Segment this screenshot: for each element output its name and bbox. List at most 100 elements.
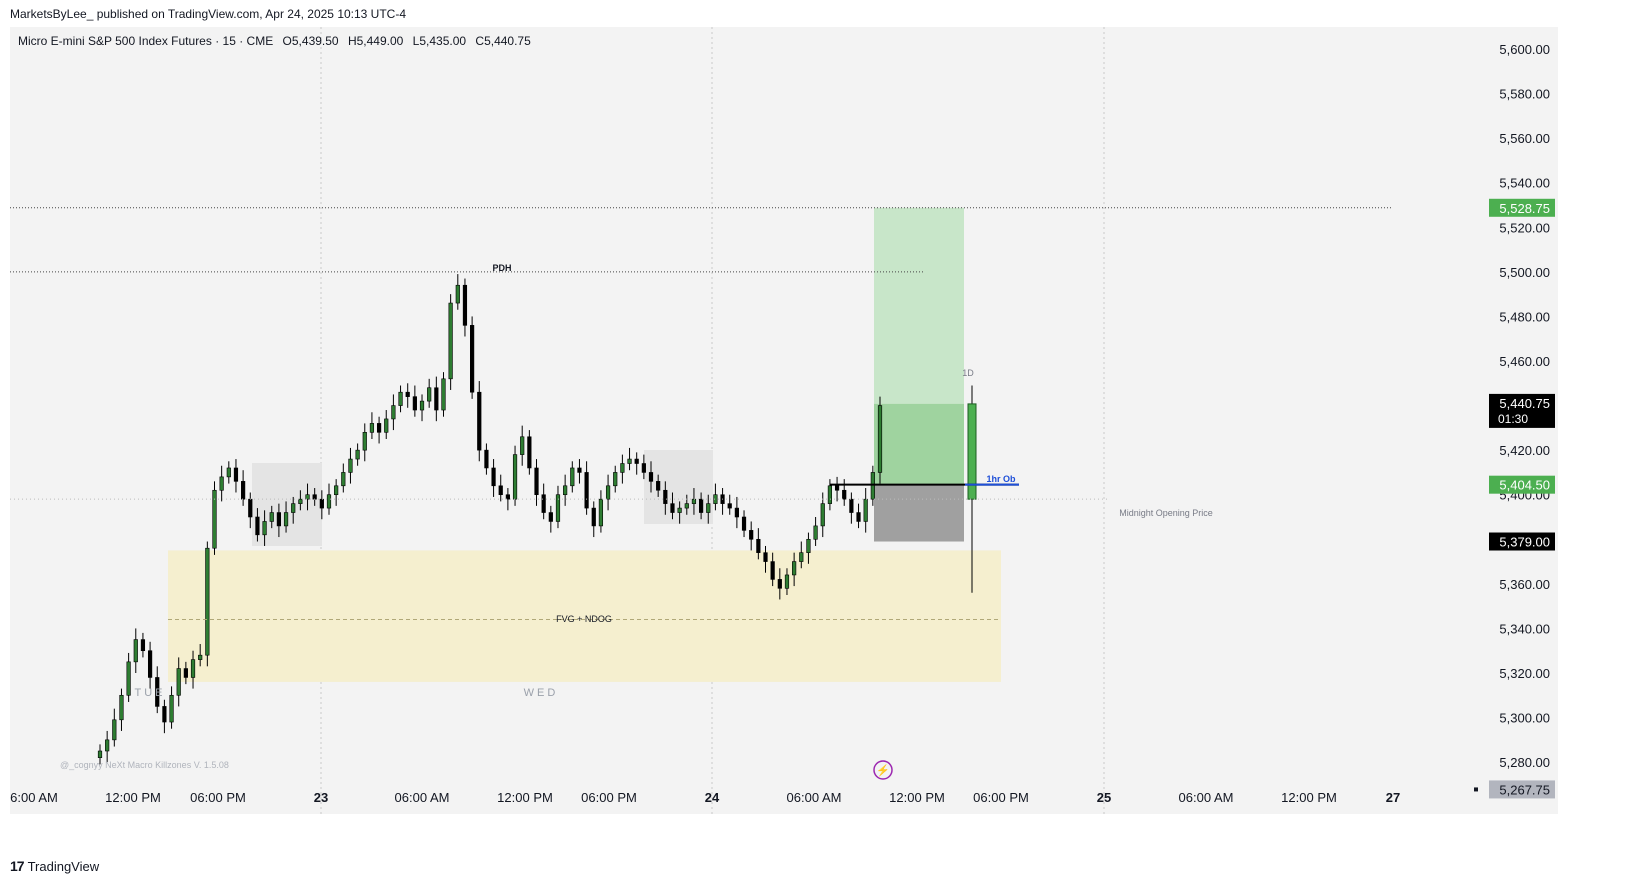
fvg-zone	[168, 550, 1001, 682]
candle-body	[563, 485, 568, 496]
candle-body	[405, 391, 410, 397]
candle-body	[477, 391, 482, 451]
x-tick-label: 24	[705, 790, 720, 805]
candle-body	[634, 458, 639, 464]
chart-plot-background	[10, 27, 1558, 814]
candle-body	[663, 489, 668, 504]
candle-body	[799, 552, 804, 562]
day-label-wed: WED	[524, 687, 559, 699]
candle-body	[670, 503, 675, 513]
stop-zone	[874, 484, 964, 542]
y-tick-label: 5,340.00	[1499, 621, 1550, 636]
live-candle-body	[967, 403, 977, 500]
footer-brand[interactable]: 17 TradingView	[10, 858, 99, 874]
candle-body	[834, 485, 840, 491]
candle-body	[241, 481, 246, 500]
publish-line: MarketsByLee_ published on TradingView.c…	[10, 7, 407, 21]
ohlc-low: L5,435.00	[412, 34, 467, 48]
tradingview-logo-icon: 17	[10, 858, 25, 874]
y-tick-label: 5,320.00	[1499, 666, 1550, 681]
candle-body	[534, 467, 539, 496]
candle-body	[706, 503, 711, 513]
price-chart[interactable]: PDH 1hr Ob Midnight Opening Price FVG + NDO…	[0, 0, 1634, 850]
candle-body	[555, 494, 561, 522]
candle-body	[355, 449, 360, 460]
candle-body	[348, 458, 353, 473]
candle-body	[126, 661, 131, 696]
candle-body	[226, 467, 231, 478]
candle-body	[648, 472, 654, 482]
candle-body	[369, 423, 375, 433]
candle-body	[205, 547, 210, 656]
candle-body	[233, 467, 239, 482]
candle-body	[827, 485, 833, 504]
day-label-tue: TUE	[135, 687, 166, 699]
candle-body	[527, 436, 532, 469]
candle-body	[305, 494, 310, 500]
y-tick-label: 5,420.00	[1499, 443, 1550, 458]
candle-body	[512, 454, 518, 500]
x-tick-label: 06:00 PM	[973, 790, 1029, 805]
x-tick-label: 06:00 PM	[581, 790, 637, 805]
candle-body	[620, 463, 625, 473]
candle-body	[849, 498, 854, 513]
candle-body	[419, 400, 425, 411]
lightning-glyph: ⚡	[876, 764, 890, 777]
x-tick-label: 12:00 PM	[1281, 790, 1337, 805]
candle-body	[870, 472, 875, 500]
candle-body	[97, 750, 103, 758]
candle-body	[176, 668, 181, 696]
candle-body	[784, 574, 790, 589]
candle-body	[441, 378, 446, 411]
candle-body	[763, 552, 768, 562]
candle-body	[613, 472, 618, 487]
y-tick-label: 5,480.00	[1499, 309, 1550, 324]
candle-body	[133, 639, 138, 663]
price-label-bg	[1489, 198, 1555, 217]
fvg-label: FVG + NDOG	[556, 614, 612, 624]
candle-body	[491, 467, 496, 487]
candle-body	[541, 494, 546, 513]
indicator-watermark: @_cognyy NeXt Macro Killzones V. 1.5.08	[60, 760, 229, 770]
candle-body	[756, 538, 761, 553]
x-tick-label: 12:00 PM	[889, 790, 945, 805]
candle-body	[677, 507, 682, 513]
y-tick-label: 5,580.00	[1499, 87, 1550, 102]
ohlc-open: O5,439.50	[282, 34, 339, 48]
y-tick-label: 5,520.00	[1499, 220, 1550, 235]
x-tick-label: 6:00 AM	[10, 790, 58, 805]
candle-body	[391, 405, 396, 420]
candle-body	[319, 498, 324, 509]
candle-body	[412, 396, 417, 411]
x-tick-label: 06:00 AM	[395, 790, 450, 805]
candle-body	[691, 498, 697, 504]
price-label-text: 5,528.75	[1499, 201, 1550, 216]
price-label-text: 5,440.75	[1499, 396, 1550, 411]
candle-body	[298, 498, 303, 504]
candle-body	[520, 436, 525, 455]
candle-body	[112, 719, 117, 741]
candle-body	[362, 432, 367, 451]
candle-body	[498, 485, 503, 496]
candle-body	[162, 706, 167, 723]
killzone-box	[644, 450, 713, 524]
current-profit-zone	[874, 403, 964, 485]
candle-body	[598, 498, 604, 527]
candle-body	[398, 391, 403, 406]
y-tick-label: 5,460.00	[1499, 354, 1550, 369]
candle-body	[105, 739, 110, 752]
candle-body	[219, 476, 224, 491]
candle-body	[713, 494, 718, 504]
candle-body	[455, 284, 460, 304]
price-label-bg	[1489, 532, 1555, 551]
candle-body	[334, 485, 339, 496]
candle-body	[190, 659, 196, 678]
candle-body	[147, 650, 153, 678]
candle-body	[283, 512, 289, 527]
lightning-event-icon	[873, 760, 893, 780]
price-label-text: 5,267.75	[1499, 782, 1550, 797]
candle-body	[427, 387, 432, 402]
y-tick-label: 5,500.00	[1499, 265, 1550, 280]
x-tick-label: 12:00 PM	[105, 790, 161, 805]
price-label-countdown: 01:30	[1498, 412, 1528, 426]
